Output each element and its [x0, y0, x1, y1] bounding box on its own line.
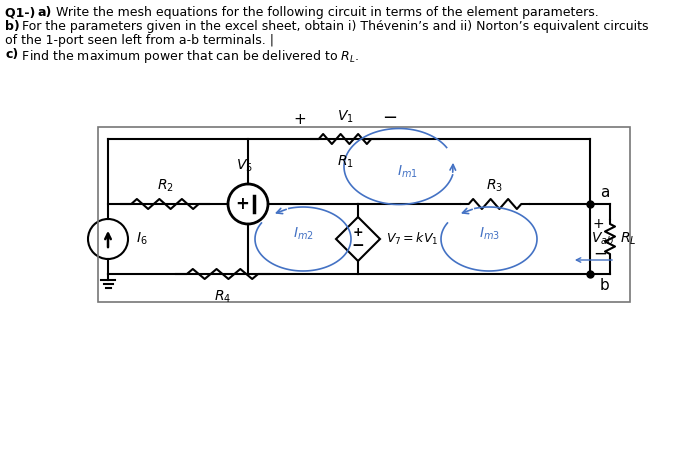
Text: a): a) — [38, 6, 53, 19]
Text: $R_1$: $R_1$ — [337, 154, 354, 171]
Text: Find the maximum power that can be delivered to $R_L$.: Find the maximum power that can be deliv… — [18, 48, 359, 65]
Text: c): c) — [5, 48, 18, 61]
Text: −: − — [352, 238, 364, 254]
Text: a: a — [600, 185, 610, 200]
Text: −: − — [593, 245, 607, 263]
Text: $R_3$: $R_3$ — [487, 178, 504, 194]
Text: $I_{m2}$: $I_{m2}$ — [293, 226, 313, 242]
Text: $V_7 = kV_1$: $V_7 = kV_1$ — [386, 231, 438, 247]
Text: of the 1-port seen left from a-b terminals. |: of the 1-port seen left from a-b termina… — [5, 34, 274, 47]
Text: −: − — [383, 109, 398, 127]
Text: b): b) — [5, 20, 20, 33]
Text: +: + — [593, 217, 605, 231]
Text: b: b — [600, 278, 610, 293]
Text: $I_6$: $I_6$ — [136, 231, 148, 247]
Text: Write the mesh equations for the following circuit in terms of the element param: Write the mesh equations for the followi… — [52, 6, 599, 19]
Text: $R_2$: $R_2$ — [157, 178, 173, 194]
Text: $V_{ab}$: $V_{ab}$ — [591, 231, 614, 247]
Text: +: + — [352, 226, 363, 239]
Text: +: + — [294, 112, 306, 127]
Text: For the parameters given in the excel sheet, obtain i) Thévenin’s and ii) Norton: For the parameters given in the excel sh… — [18, 20, 649, 33]
Text: $R_L$: $R_L$ — [620, 231, 637, 247]
Text: $R_4$: $R_4$ — [214, 289, 231, 305]
Text: $V_1$: $V_1$ — [337, 109, 354, 125]
Text: $V_5$: $V_5$ — [236, 158, 252, 174]
Text: $I_{m3}$: $I_{m3}$ — [479, 226, 500, 242]
Bar — [98, 127, 630, 302]
Text: +: + — [235, 195, 249, 213]
Text: Q1-): Q1-) — [5, 6, 40, 19]
Text: $I_{m1}$: $I_{m1}$ — [397, 163, 417, 180]
